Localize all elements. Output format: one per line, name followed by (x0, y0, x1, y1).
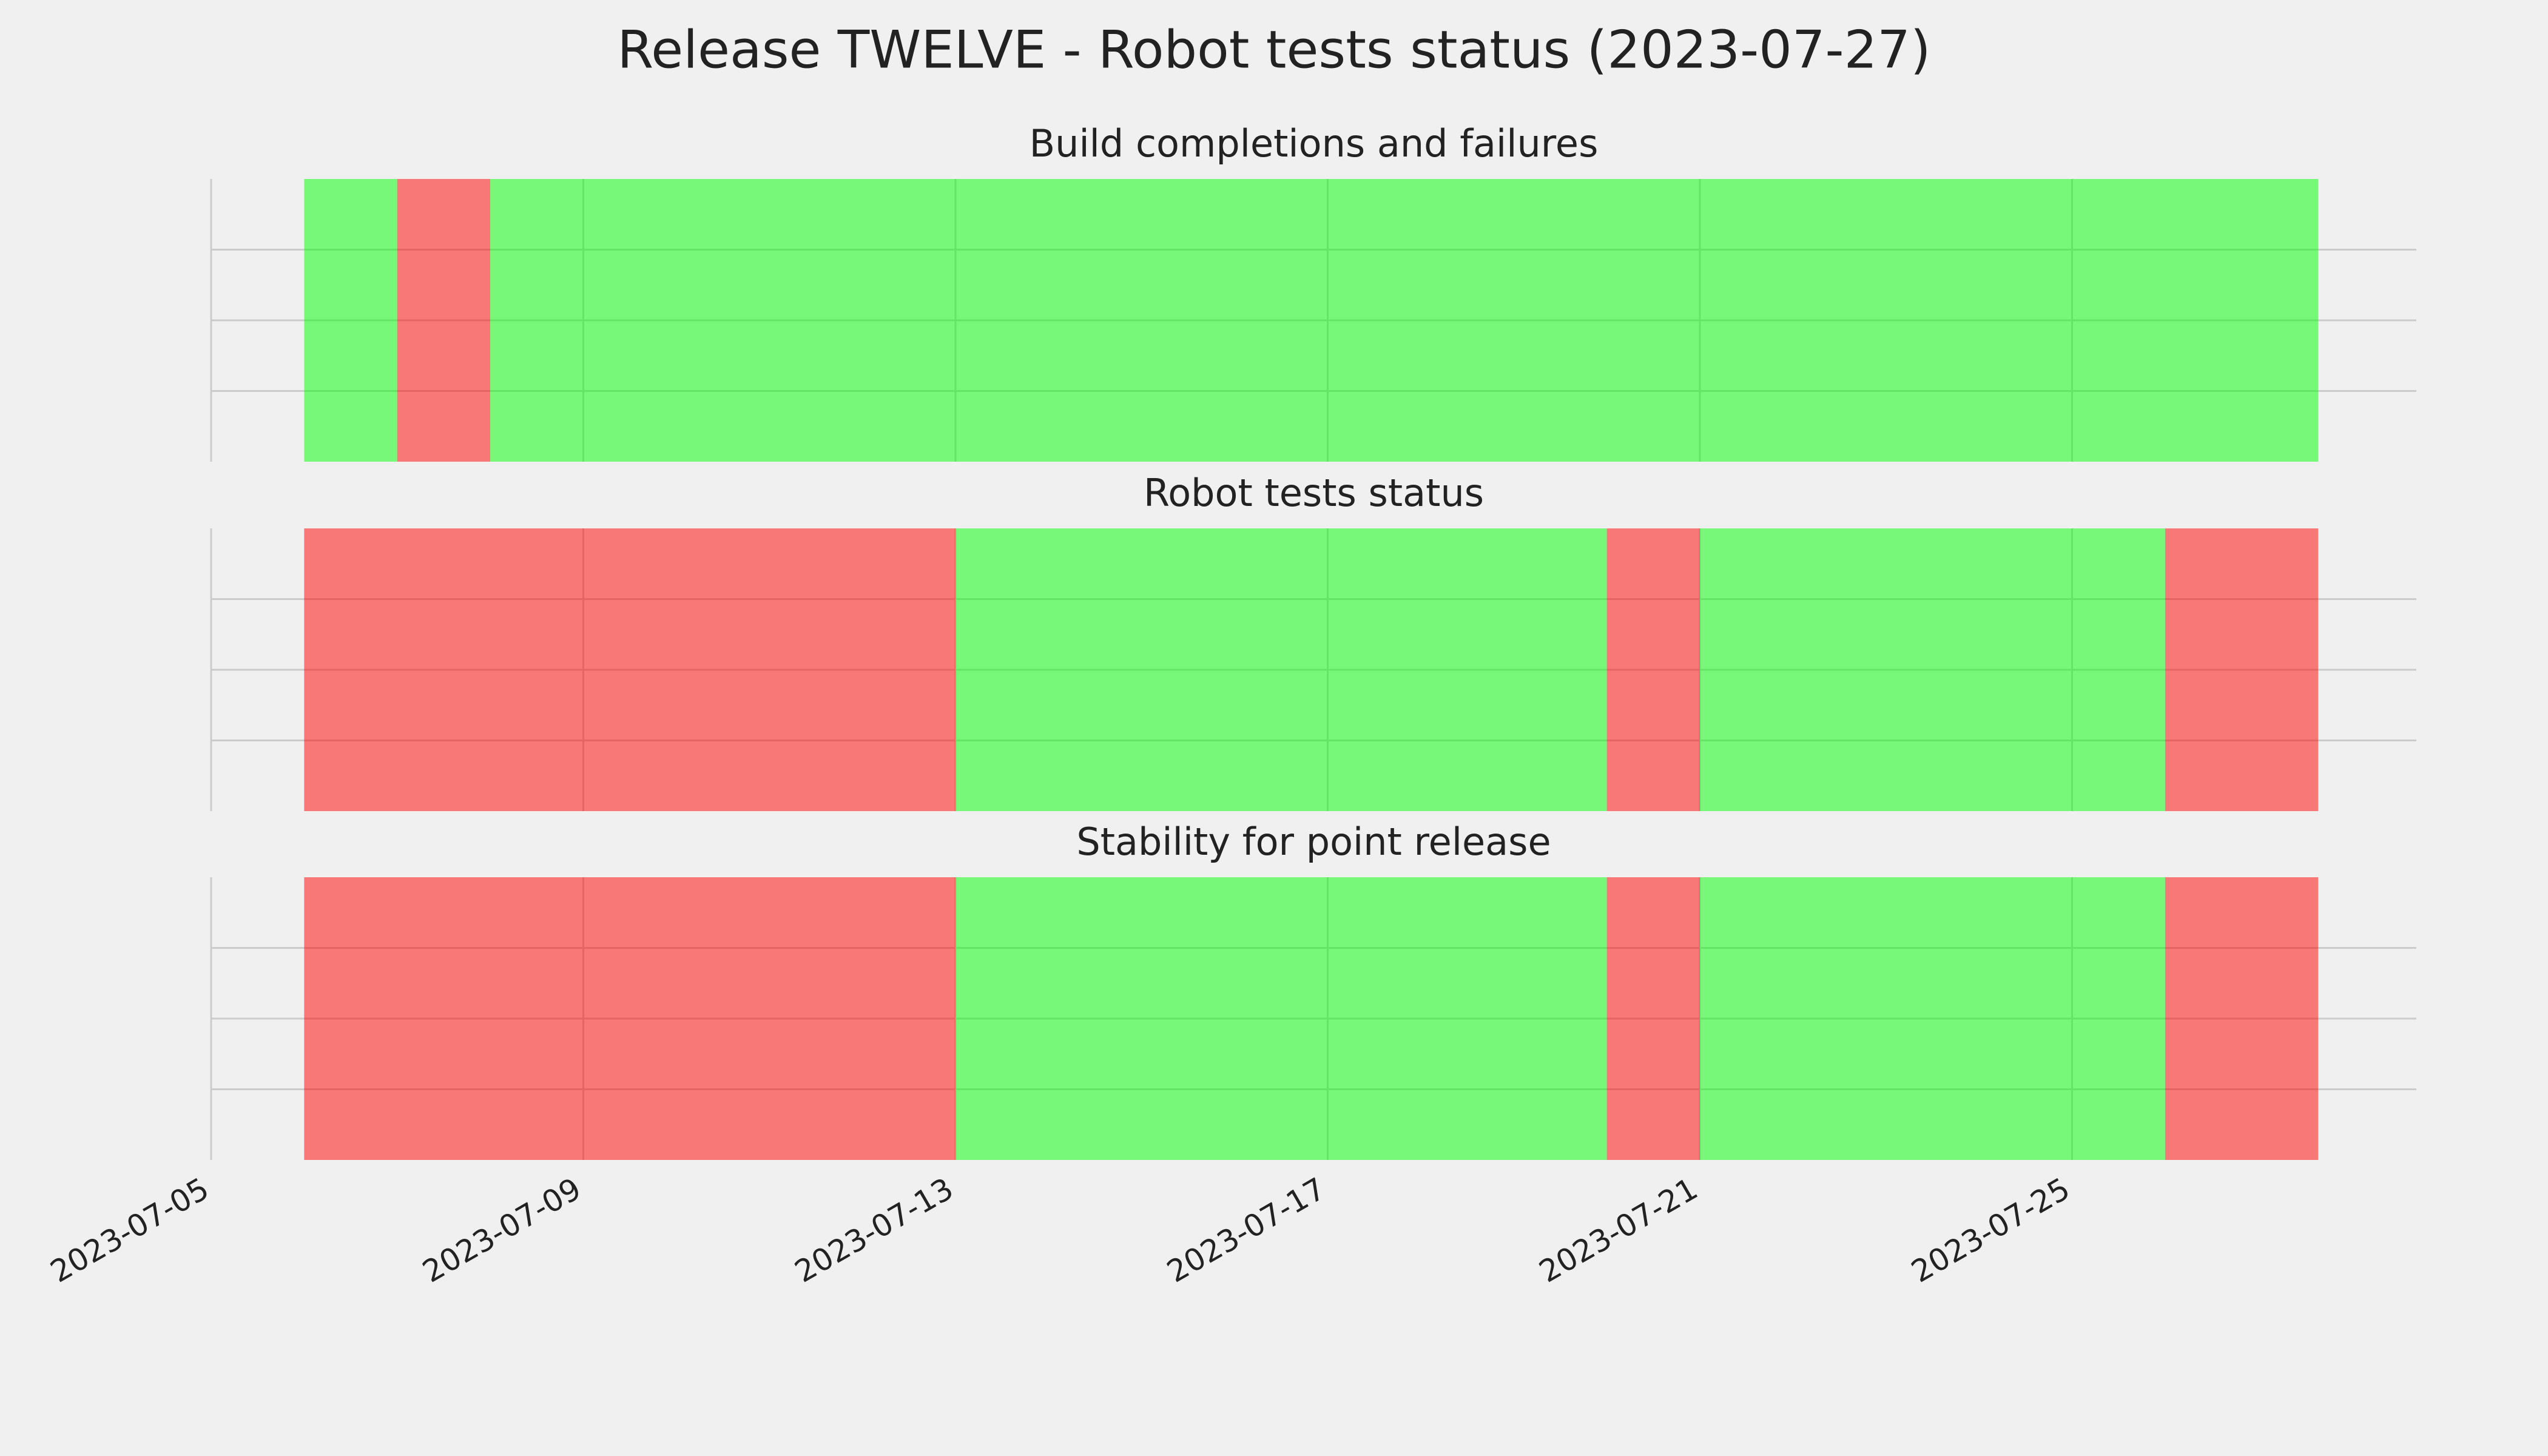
status-span (956, 528, 1607, 811)
status-span (304, 877, 956, 1160)
status-span (1700, 528, 2165, 811)
status-span (2165, 528, 2319, 811)
subplot-title: Build completions and failures (1030, 121, 1599, 166)
subplot-title: Stability for point release (1076, 820, 1551, 864)
status-span (956, 877, 1607, 1160)
status-span (1606, 528, 1700, 811)
status-span (2165, 877, 2319, 1160)
status-span (304, 179, 397, 462)
status-span (490, 179, 2319, 462)
status-span (397, 179, 491, 462)
status-span (1700, 877, 2165, 1160)
chart-title: Release TWELVE - Robot tests status (202… (617, 19, 1930, 80)
subplot-title: Robot tests status (1144, 471, 1484, 515)
status-span (1606, 877, 1700, 1160)
status-span (304, 528, 956, 811)
